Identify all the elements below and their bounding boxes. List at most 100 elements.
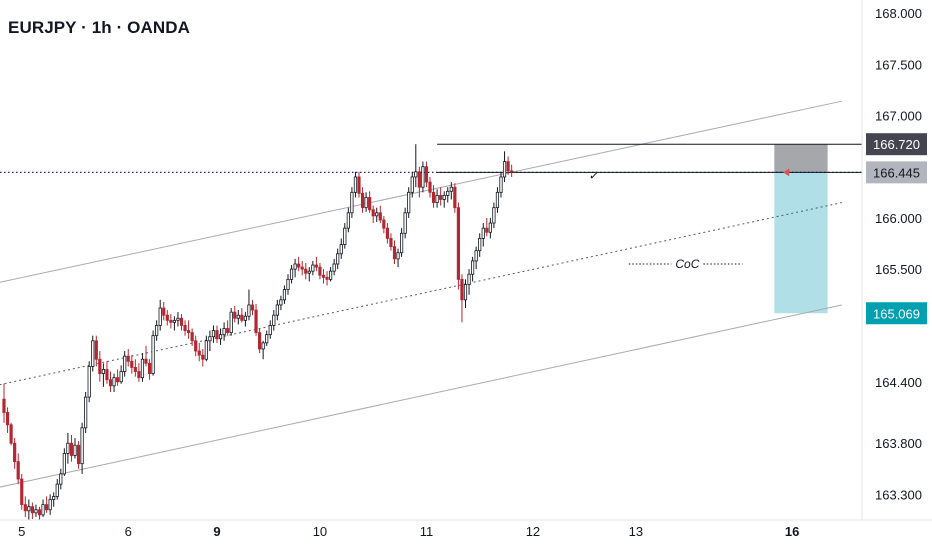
price-badge[interactable] xyxy=(866,302,927,325)
candle-body xyxy=(357,176,361,194)
candle-body xyxy=(186,330,191,334)
candle-body xyxy=(279,299,283,306)
candle-body xyxy=(27,506,31,512)
candle-body xyxy=(197,350,201,356)
candle-body xyxy=(52,496,56,500)
candle-body xyxy=(435,194,439,203)
price-badge[interactable] xyxy=(866,133,927,156)
candle-body xyxy=(172,319,176,323)
candle-body xyxy=(460,278,464,301)
candle-body xyxy=(332,263,336,272)
candle-body xyxy=(144,358,148,364)
candle-body xyxy=(158,307,162,326)
candles xyxy=(2,144,514,520)
candle-body xyxy=(449,186,453,192)
chart-title: EURJPY · 1h · OANDA xyxy=(8,18,191,37)
take-profit-zone[interactable] xyxy=(774,172,828,314)
candle-body xyxy=(364,197,368,209)
time-tick-label: 6 xyxy=(125,524,132,539)
price-badge-label: 166.445 xyxy=(873,165,920,180)
candle-body xyxy=(140,358,145,379)
price-tick-label: 165.500 xyxy=(875,262,922,277)
candle-body xyxy=(485,227,489,233)
candle-body xyxy=(510,170,514,173)
candle-body xyxy=(360,192,365,209)
price-tick-label: 168.000 xyxy=(875,6,922,21)
candle-body xyxy=(346,212,350,229)
candle-body xyxy=(275,304,279,316)
candle-body xyxy=(126,355,130,362)
candle-body xyxy=(371,209,375,217)
candle-body xyxy=(424,166,429,183)
candle-body xyxy=(98,358,102,374)
candle-body xyxy=(190,332,194,342)
candle-body xyxy=(268,325,272,336)
trend-channel xyxy=(0,100,842,489)
candle-body xyxy=(179,317,184,326)
candle-body xyxy=(45,504,49,511)
candle-body xyxy=(257,332,262,350)
candle-body xyxy=(421,166,425,188)
candle-body xyxy=(325,276,329,280)
candle-body xyxy=(254,309,258,334)
price-tick-label: 163.300 xyxy=(875,487,922,502)
candle-body xyxy=(101,369,105,374)
candle-body xyxy=(5,412,10,426)
choc-label: CoC xyxy=(675,257,699,271)
candle-body xyxy=(123,355,127,372)
time-tick-label: 16 xyxy=(785,524,799,539)
candle-body xyxy=(353,176,358,193)
candle-body xyxy=(2,398,6,413)
checkmark-icon: ✓ xyxy=(588,168,598,182)
candle-body xyxy=(226,328,230,334)
price-badge[interactable] xyxy=(866,161,927,184)
candle-body xyxy=(16,461,20,480)
candle-body xyxy=(112,377,116,387)
candle-body xyxy=(243,315,247,321)
candle-body xyxy=(23,504,27,512)
price-axis: 168.000 167.500 167.000 166.000 165.500 164.4… xyxy=(861,0,922,520)
candle-body xyxy=(80,427,84,465)
time-axis: 5 6 9 10 11 12 13 16 xyxy=(0,519,932,539)
candle-body xyxy=(350,191,354,214)
candle-body xyxy=(41,504,45,516)
candle-body xyxy=(265,334,269,344)
candle-body xyxy=(385,227,390,239)
candle-body xyxy=(378,212,382,221)
candle-body xyxy=(69,442,74,456)
price-badges: 166.720 166.445 165.069 xyxy=(866,133,927,325)
candle-body xyxy=(240,314,244,321)
candle-body xyxy=(339,244,343,255)
candle-body xyxy=(463,284,468,301)
candle-body xyxy=(204,340,208,360)
candle-body xyxy=(495,191,500,209)
candle-body xyxy=(392,246,397,260)
candle-body xyxy=(336,253,340,265)
candle-body xyxy=(470,260,475,275)
candle-body xyxy=(20,478,24,506)
time-tick-label: 12 xyxy=(526,524,540,539)
candle-body xyxy=(37,509,42,516)
candle-body xyxy=(201,354,205,360)
candle-body xyxy=(407,191,411,214)
candle-body xyxy=(439,194,443,200)
candle-body xyxy=(116,377,120,383)
candle-body xyxy=(76,444,81,465)
channel-lower-line[interactable] xyxy=(0,304,842,489)
candle-body xyxy=(456,207,461,280)
candle-body xyxy=(169,319,173,323)
candle-body xyxy=(492,207,496,224)
candle-body xyxy=(183,325,187,331)
candle-body xyxy=(307,270,311,274)
candle-body xyxy=(208,336,212,342)
candle-body xyxy=(414,171,418,178)
candle-body xyxy=(318,266,322,276)
candle-body xyxy=(467,273,471,285)
candle-body xyxy=(233,311,237,319)
channel-upper-line[interactable] xyxy=(0,100,842,284)
stop-loss-zone[interactable] xyxy=(774,144,828,173)
candle-body xyxy=(9,424,13,444)
candle-body xyxy=(417,171,421,188)
candle-body xyxy=(250,304,255,311)
